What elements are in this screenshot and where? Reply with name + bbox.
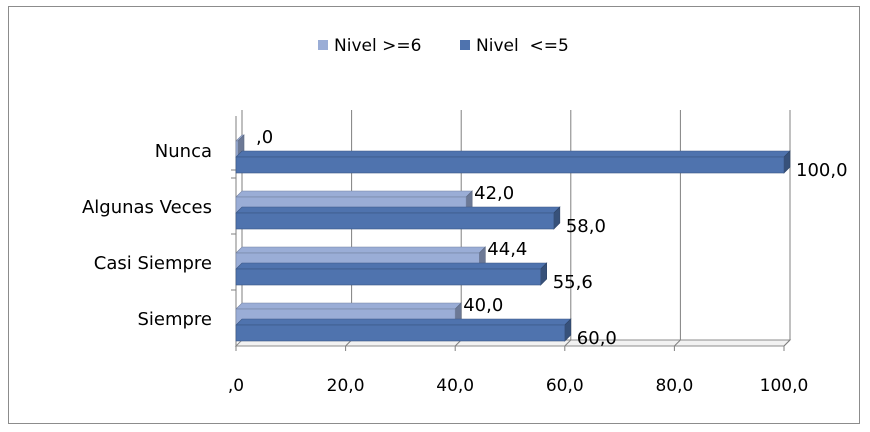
bar-nivel-le5 — [235, 268, 541, 286]
legend-label: Nivel >=6 — [334, 36, 421, 56]
data-label-nivel-le5: 100,0 — [796, 160, 848, 181]
x-tick-label: 20,0 — [327, 376, 365, 396]
x-tick-label: 100,0 — [760, 376, 809, 396]
bar-nivel-ge6-top — [235, 302, 462, 310]
data-label-nivel-le5: 60,0 — [577, 328, 617, 349]
x-tick-label: ,0 — [228, 376, 244, 396]
data-label-nivel-ge6: ,0 — [256, 127, 273, 148]
data-label-nivel-ge6: 42,0 — [474, 183, 514, 204]
bar-nivel-le5 — [235, 324, 566, 342]
legend-swatch — [318, 40, 328, 50]
bar-nivel-le5-top — [235, 150, 791, 158]
bar-nivel-le5-top — [235, 206, 561, 214]
bar-nivel-le5 — [235, 212, 555, 230]
bar-nivel-ge6-top — [235, 246, 487, 254]
gridline-floor — [783, 339, 791, 347]
x-tick-label: 60,0 — [546, 376, 584, 396]
gridline-floor — [564, 339, 572, 347]
bar-nivel-le5-top — [235, 262, 548, 270]
legend-label: Nivel <=5 — [476, 36, 569, 56]
bar-nivel-ge6-top — [235, 190, 473, 198]
category-label: Nunca — [155, 141, 212, 162]
legend-swatch — [460, 40, 470, 50]
x-tick-label: 80,0 — [655, 376, 693, 396]
bar-nivel-le5-top — [235, 318, 572, 326]
data-label-nivel-le5: 55,6 — [553, 272, 593, 293]
bar-nivel-le5 — [235, 156, 785, 174]
data-label-nivel-le5: 58,0 — [566, 216, 606, 237]
category-label: Siempre — [137, 309, 212, 330]
data-label-nivel-ge6: 40,0 — [463, 295, 503, 316]
data-label-nivel-ge6: 44,4 — [487, 239, 527, 260]
category-label: Algunas Veces — [82, 197, 212, 218]
bar-nivel-ge6 — [235, 140, 239, 158]
x-tick-label: 40,0 — [436, 376, 474, 396]
gridline-floor — [674, 339, 681, 347]
category-label: Casi Siempre — [94, 253, 212, 274]
